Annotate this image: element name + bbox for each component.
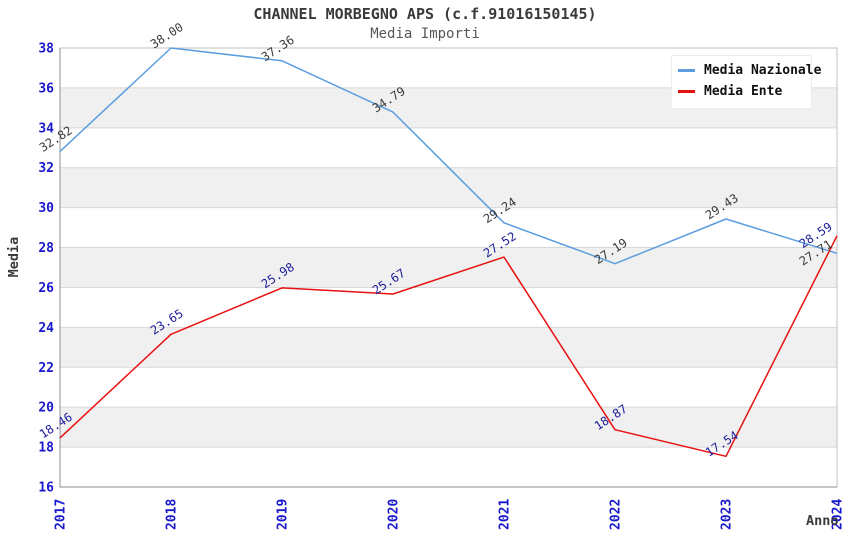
axis-spine [59,48,837,488]
x-tick-label: 2024 [831,499,846,530]
series-line-media-ente [59,235,838,458]
x-tick-label: 2017 [54,499,69,530]
legend-label: Media Ente [704,84,783,99]
x-tick-label: 2023 [720,499,735,530]
y-tick-label: 26 [38,281,54,296]
legend-label: Media Nazionale [704,63,822,78]
legend-swatch-ente-icon [678,90,695,93]
y-tick-label: 16 [38,481,54,496]
y-tick-label: 18 [38,441,54,456]
y-axis-label: Media [6,236,22,278]
x-tick-label: 2018 [165,499,180,530]
legend-item-media-nazionale: Media Nazionale [678,60,821,81]
y-tick-label: 34 [38,121,54,136]
y-tick-label: 28 [38,241,54,256]
y-tick-label: 20 [38,401,54,416]
y-tick-label: 32 [38,161,54,176]
page-subtitle: Media Importi [370,26,480,42]
page-title: CHANNEL MORBEGNO APS (c.f.91016150145) [253,5,597,23]
legend-item-media-ente: Media Ente [678,81,805,102]
data-label: 38.00 [148,20,186,51]
x-tick-label: 2019 [276,499,291,530]
plot-band [60,167,837,208]
y-tick-label: 36 [38,81,54,96]
x-axis-label: Anno [806,513,839,529]
legend: Media Nazionale Media Ente [671,55,821,109]
plot-band [60,407,837,448]
y-tick-label: 22 [38,361,54,376]
x-tick-label: 2022 [609,499,624,530]
legend-swatch-nazionale-icon [678,69,695,72]
plot-band [60,327,837,368]
y-tick-label: 24 [38,321,54,336]
plot-band [60,247,837,288]
x-tick-label: 2020 [387,499,402,530]
x-tick-label: 2021 [498,499,513,530]
y-tick-label: 38 [38,42,54,57]
y-tick-label: 30 [38,201,54,216]
series-line-media-nazionale [59,47,838,265]
